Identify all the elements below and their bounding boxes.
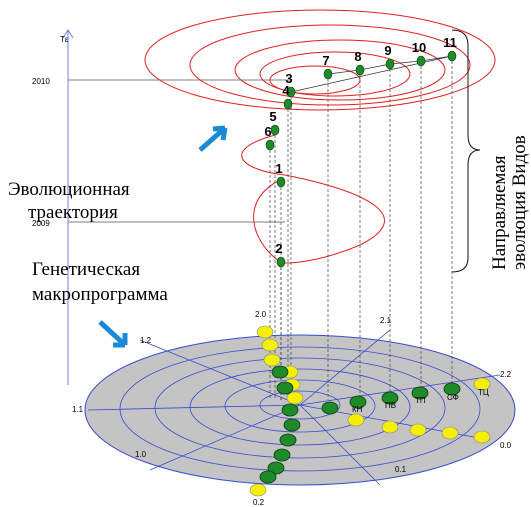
dot: [259, 470, 277, 484]
dot: [279, 433, 297, 447]
point-label: 2: [275, 241, 282, 256]
point: [270, 124, 280, 136]
caption: траектория: [28, 202, 118, 223]
point: [276, 176, 286, 188]
disk-label: 2.1: [380, 316, 392, 325]
point-label: 4: [282, 83, 290, 98]
point: [283, 98, 293, 110]
dot: [411, 386, 429, 400]
dot: [283, 418, 301, 432]
point: [286, 86, 296, 98]
axis-arrow: [62, 29, 74, 39]
point-label: 9: [384, 43, 391, 58]
point-label: 10: [412, 40, 426, 55]
disk-label: 2.0: [255, 310, 267, 319]
dot: [321, 401, 339, 415]
caption: Эволюционная: [8, 179, 130, 200]
point: [323, 68, 333, 80]
caption: эволюция Видов: [509, 135, 530, 270]
disk-label: 1.2: [140, 336, 152, 345]
dot: [263, 353, 281, 367]
point-label: 1: [275, 161, 282, 176]
disk-label: 1.1: [72, 405, 84, 414]
dot: [273, 448, 291, 462]
caption: Направляемая: [489, 155, 510, 270]
point-label: 3: [285, 71, 292, 86]
caption: Генетическая: [32, 259, 140, 280]
dot: [349, 395, 367, 409]
disk-label: 0.0: [500, 441, 512, 450]
dot: [271, 365, 289, 379]
point-label: 6: [264, 124, 271, 139]
disk: [84, 334, 516, 486]
point: [276, 256, 286, 268]
dot: [409, 423, 427, 437]
sector-label: ПВ: [385, 401, 396, 410]
projection-lines: [269, 56, 453, 400]
dot: [267, 461, 285, 475]
dot: [256, 325, 274, 339]
dot: [281, 403, 299, 417]
point-label: 7: [322, 53, 329, 68]
point: [355, 64, 365, 76]
arrow: [98, 320, 128, 348]
point-label: 5: [269, 109, 276, 124]
sector-label: ТП: [415, 396, 426, 405]
caption: макропрограмма: [32, 284, 168, 305]
point: [385, 58, 395, 70]
dot: [381, 420, 399, 434]
disk-label: 0.1: [395, 465, 407, 474]
tick-label: 2009: [32, 219, 50, 228]
dot: [286, 391, 304, 405]
point-label: 11: [443, 35, 457, 50]
point: [265, 139, 275, 151]
dot: [276, 381, 294, 395]
disk-label: 2.2: [500, 370, 512, 379]
dot: [261, 338, 279, 352]
brace: [451, 29, 481, 273]
dot: [473, 430, 491, 444]
dot: [347, 413, 365, 427]
tick-label: 2010: [32, 77, 50, 86]
point: [416, 55, 426, 67]
sector-label: ТЦ: [478, 388, 489, 397]
dot: [249, 483, 267, 497]
sector-label: КН: [352, 405, 363, 414]
disk-label: 0.2: [253, 498, 265, 507]
disk-label: 1.0: [135, 450, 147, 459]
spiral: [144, 9, 496, 264]
point-label: 8: [354, 49, 361, 64]
arrow: [198, 125, 228, 152]
axis-label: Tε: [60, 35, 69, 44]
dot: [381, 391, 399, 405]
point: [447, 50, 457, 62]
sector-label: СФ: [447, 393, 459, 402]
dot: [443, 382, 461, 396]
dot: [473, 377, 491, 391]
dot: [441, 426, 459, 440]
